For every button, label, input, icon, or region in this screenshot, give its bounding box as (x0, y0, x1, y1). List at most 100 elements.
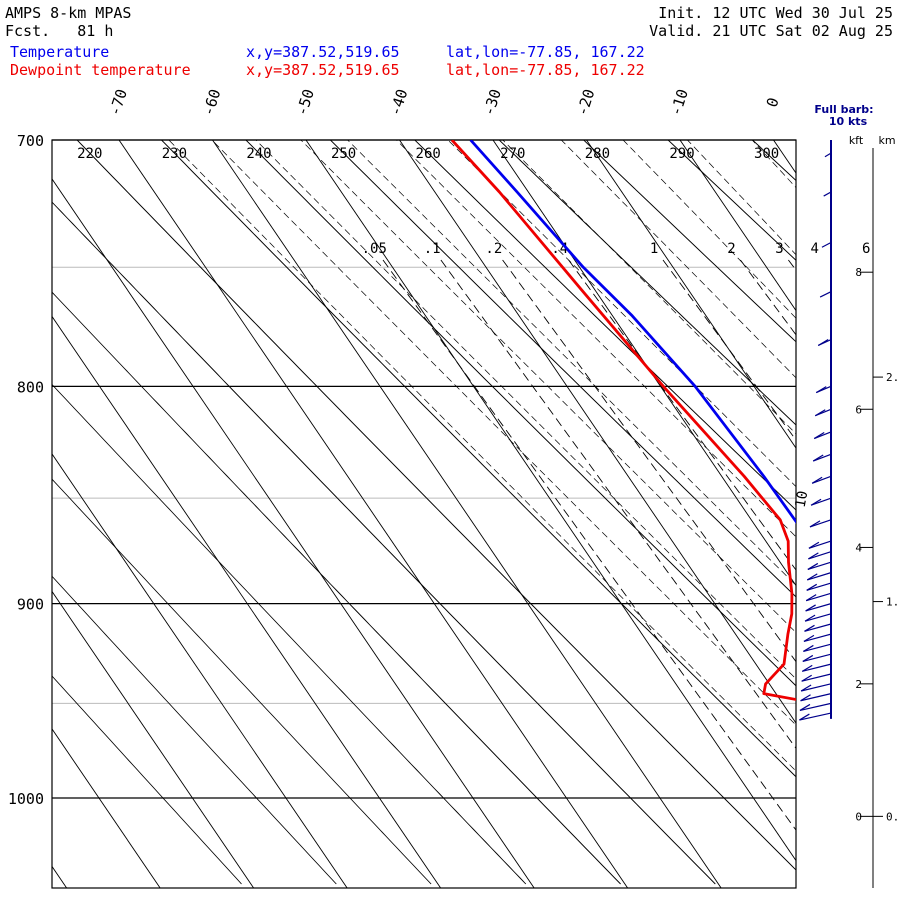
isobars (52, 139, 796, 799)
isotherm--10 (679, 140, 796, 312)
init-time-line: Init. 12 UTC Wed 30 Jul 25 (658, 5, 893, 22)
isotherm-0 (773, 140, 796, 174)
isotherm--60 (212, 140, 722, 888)
fcst-label: Fcst. (5, 22, 51, 40)
wind-barb-flag (805, 604, 816, 612)
pressure-tick-label: 800 (17, 378, 44, 396)
isotherm--90 (52, 315, 442, 888)
temperature-tick-label: -50 (292, 87, 317, 118)
km-tick-label: 2. (886, 371, 899, 384)
init-time: 12 UTC Wed 30 Jul 25 (712, 4, 893, 22)
pressure-tick-label: 1000 (8, 790, 44, 808)
kft-label: kft (849, 134, 864, 147)
wind-barb (799, 702, 832, 712)
wind-barb (824, 152, 832, 158)
wind-barb (819, 291, 832, 298)
wind-barb (811, 475, 832, 484)
theta-label: 240 (246, 146, 271, 162)
mixing-ratio-line-8 (875, 260, 900, 884)
dry-adiabat-280 (583, 140, 796, 343)
theta-label: 290 (669, 146, 694, 162)
moist-adiabat-label: 10 (793, 490, 812, 509)
moist-adiabat-0 (560, 140, 796, 379)
isotherm--130 (52, 865, 68, 888)
wind-barb (802, 653, 832, 663)
dry-adiabat-170 (52, 575, 337, 885)
wind-barb (823, 191, 832, 197)
temperature-latlon: lat,lon=-77.85, 167.22 (446, 43, 645, 61)
kft-tick-label: 4 (855, 541, 862, 554)
wind-barb (806, 582, 832, 591)
forecast-label: Fcst. 81 h (5, 23, 113, 40)
temperature-tick-label: 0 (763, 95, 783, 109)
fcst-hours: 81 h (77, 22, 114, 40)
wind-barb-flag (815, 386, 827, 394)
dewpoint-latlon: lat,lon=-77.85, 167.22 (446, 61, 645, 79)
dry-adiabat-250 (330, 140, 796, 598)
pressure-tick-label: 900 (17, 596, 44, 614)
moist-adiabat-10 (686, 140, 796, 256)
wind-barb (800, 683, 832, 692)
moist-adiabat--15 (395, 140, 796, 538)
moist-adiabats (168, 119, 900, 871)
mixing-ratio-label: .05 (362, 241, 387, 257)
wind-barb-flag (804, 624, 815, 632)
wind-barb (805, 603, 832, 612)
barb-legend-line1: Full barb: (814, 103, 873, 116)
valid-time: 21 UTC Sat 02 Aug 25 (712, 22, 893, 40)
wind-barb (810, 497, 832, 506)
wind-barb-flag (805, 594, 817, 602)
mixing-ratio-label: 6 (862, 241, 870, 257)
wind-barb (808, 551, 832, 560)
theta-label: 250 (331, 146, 356, 162)
temperature-profile (469, 140, 796, 524)
kft-tick-label: 0 (855, 810, 862, 823)
temperature-tick-label: -40 (386, 87, 411, 118)
wind-barb-flag (804, 614, 816, 622)
isotherms (52, 140, 900, 888)
moist-adiabat-25 (859, 119, 900, 871)
dewpoint-legend: Dewpoint temperature (10, 61, 191, 79)
mixing-ratio-line-2 (502, 259, 796, 663)
temperature-legend: Temperature (10, 43, 110, 61)
moist-adiabat--35 (211, 140, 796, 726)
mixing-ratio-line-4 (662, 259, 796, 441)
wind-barb-flag (803, 634, 815, 642)
wind-barb-flag (811, 476, 823, 484)
mixing-ratio-label: 1 (650, 241, 658, 257)
dewpoint-xy: x,y=387.52,519.65 (246, 61, 400, 79)
isotherm--40 (399, 140, 796, 724)
mixing-ratio-label: 3 (775, 241, 783, 257)
wind-barb-flag (817, 338, 829, 346)
wind-barb (807, 561, 832, 570)
barb-legend-line2: 10 kts (829, 115, 868, 128)
wind-barb-flag (809, 520, 821, 528)
moist-adiabat--40 (168, 140, 796, 772)
dewpoint-profile (450, 140, 796, 701)
mixing-ratio-label: .1 (424, 241, 441, 257)
mixing-ratio-line-3 (568, 259, 796, 571)
theta-label: 300 (754, 146, 779, 162)
wind-barb (809, 519, 832, 528)
isotherm--30 (492, 140, 796, 587)
plot-frame (51, 139, 797, 889)
wind-barb-flag (806, 583, 818, 591)
wind-barb (821, 241, 832, 248)
isotherm--120 (52, 728, 161, 888)
dry-adiabat-190 (52, 383, 527, 885)
theta-label: 220 (77, 146, 102, 162)
wind-barb-flag (799, 703, 811, 711)
init-label: Init. (658, 4, 704, 22)
temperature-tick-label: -70 (105, 87, 130, 118)
isotherm--20 (586, 140, 796, 449)
light-gridlines (52, 266, 796, 704)
wind-barb-flag (803, 644, 814, 652)
theta-label: 280 (585, 146, 610, 162)
wind-barb-flag (801, 674, 812, 682)
wind-barb-flag (813, 432, 825, 440)
wind-barb-flag (801, 664, 813, 672)
isotherm-10 (867, 140, 900, 888)
wind-barb-flag (814, 409, 826, 417)
profiles (450, 140, 796, 701)
